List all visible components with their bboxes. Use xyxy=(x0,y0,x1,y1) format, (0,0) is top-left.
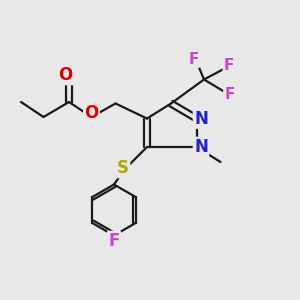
Text: N: N xyxy=(194,138,208,156)
Text: O: O xyxy=(58,66,73,84)
Text: O: O xyxy=(84,103,99,122)
Text: S: S xyxy=(117,159,129,177)
Text: F: F xyxy=(224,87,235,102)
Text: N: N xyxy=(194,110,208,128)
Text: F: F xyxy=(189,52,199,67)
Text: F: F xyxy=(224,58,234,74)
Text: F: F xyxy=(108,232,120,250)
